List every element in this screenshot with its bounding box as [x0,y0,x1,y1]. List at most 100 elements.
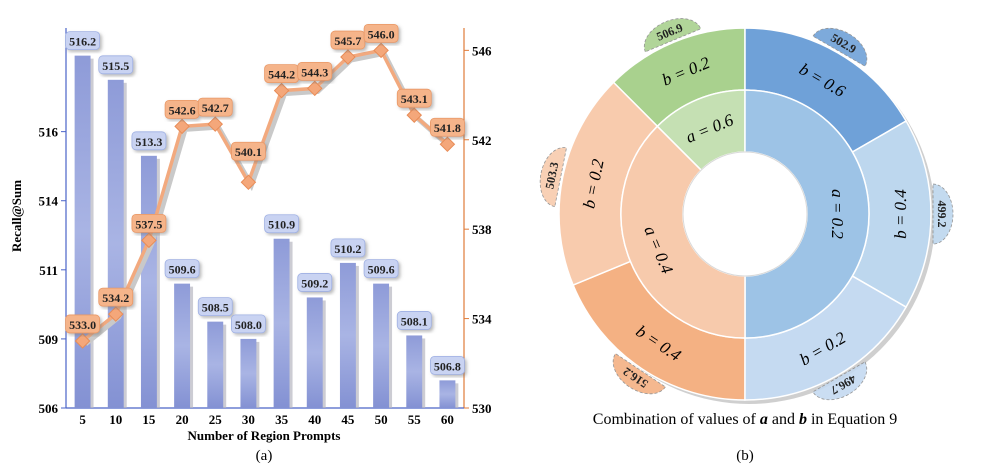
left-tick-label: 509 [39,332,59,347]
line-point [306,80,323,97]
result-tab-shape [932,183,954,245]
bar-label-box [131,131,167,151]
x-tick-label: 60 [441,412,454,427]
left-tick-label: 506 [39,401,59,416]
line-label-box [297,61,333,81]
bar-value-label: 508.5 [197,297,233,317]
bar-label-box [363,259,399,279]
x-tick-label: 55 [408,412,422,427]
result-tab-shape [643,18,702,53]
bar-value-label: 509.6 [363,259,399,279]
bar-label-box [197,297,233,317]
bar-value-label: 506.8 [430,355,465,375]
result-tab-shape [612,353,666,395]
line-value-label: 533.0 [65,314,100,334]
line-label-text: 534.2 [102,291,129,305]
bar-value-label: 515.5 [98,55,134,75]
bar-label-box [396,311,432,330]
bar-label-box [65,31,100,51]
line-point [340,49,356,65]
x-tick-label: 15 [142,412,156,427]
bar-value-label: 510.9 [264,214,299,234]
bar-label-text: 508.5 [202,301,229,315]
bar [373,283,390,408]
bar-label-text: 516.2 [69,35,96,49]
line-label-text: 533.0 [69,318,96,332]
line-series [74,42,456,349]
bar [140,155,157,408]
line-label-text: 537.5 [135,217,162,231]
line-point [207,116,224,132]
x-tick-label: 45 [341,412,355,427]
bar [240,338,257,408]
result-tab-text: 503.3 [542,161,561,190]
right-tick-label: 534 [472,312,492,327]
line-label-box [396,88,432,108]
result-tab-shape [812,361,868,401]
bar-label-text: 506.8 [434,359,461,373]
line-point [439,136,456,153]
bar [439,380,456,408]
bar-label-text: 509.2 [301,276,328,290]
line-value-label: 546.0 [363,23,399,43]
result-tab-shape [812,27,868,67]
result-tab-shape [539,147,567,208]
bar-label-box [164,259,200,279]
bar-label-box [297,273,333,292]
line-label-text: 544.3 [301,65,328,79]
left-tick-label: 516 [39,125,59,140]
x-tick-label: 10 [109,412,122,427]
result-tab: 506.9 [643,18,702,53]
bar-value-label: 509.6 [164,259,200,279]
line-value-label: 540.1 [231,141,266,161]
panel-b-label: (b) [736,448,754,464]
x-tick-label: 20 [176,412,189,427]
right-tick-label: 538 [472,222,492,237]
line-label-text: 542.6 [169,103,196,117]
donut-caption: Combination of values of a and b in Equa… [593,411,897,428]
line-label-text: 546.0 [368,27,395,41]
line-point [240,174,257,191]
bar-value-label: 510.2 [330,238,366,258]
line-label-box [98,287,134,307]
bar [74,55,91,409]
right-tick-label: 530 [472,401,492,416]
bar-value-labels: 516.2 515.5 513.3 509.6 508.5 508.0 510.9 509.2… [65,31,465,375]
bar-value-label: 508.0 [231,314,266,334]
outer-slice-label: b = 0.4 [891,189,910,239]
bar [207,321,224,408]
line-value-labels: 533.0 534.2 537.5 542.6 542.7 540.1 544.2 544.3… [65,23,465,334]
line-point [174,118,190,135]
bar [174,283,191,408]
line-point [373,42,389,59]
line-label-text: 545.7 [334,34,361,48]
line-label-box [430,117,465,137]
left-tick-label: 511 [39,263,58,278]
x-tick-label: 40 [308,412,321,427]
line-value-label: 544.2 [264,64,299,83]
left-tick-label: 514 [39,194,59,209]
x-tick-label: 5 [79,412,86,427]
panel-a-label: (a) [256,448,273,464]
x-tick-label: 30 [242,412,255,427]
line-point [141,232,157,249]
line-value-label: 545.7 [330,30,366,50]
bar-value-label: 508.1 [396,311,432,330]
line-value-label: 542.6 [164,99,200,119]
line-label-box [197,97,233,117]
line-label-text: 543.1 [401,92,428,106]
bar-label-box [264,214,299,234]
bar-value-label: 516.2 [65,31,100,51]
bar [306,297,323,408]
bar-value-label: 513.3 [131,131,167,151]
right-tick-label: 546 [472,43,492,58]
x-axis-ticks: 5 10 15 20 25 30 35 40 45 50 55 60 [79,412,454,427]
line-label-text: 540.1 [235,145,262,159]
bar-label-text: 508.1 [401,314,428,328]
bar-label-text: 510.2 [334,242,361,256]
line-label-box [65,314,100,334]
line-point [406,107,423,123]
